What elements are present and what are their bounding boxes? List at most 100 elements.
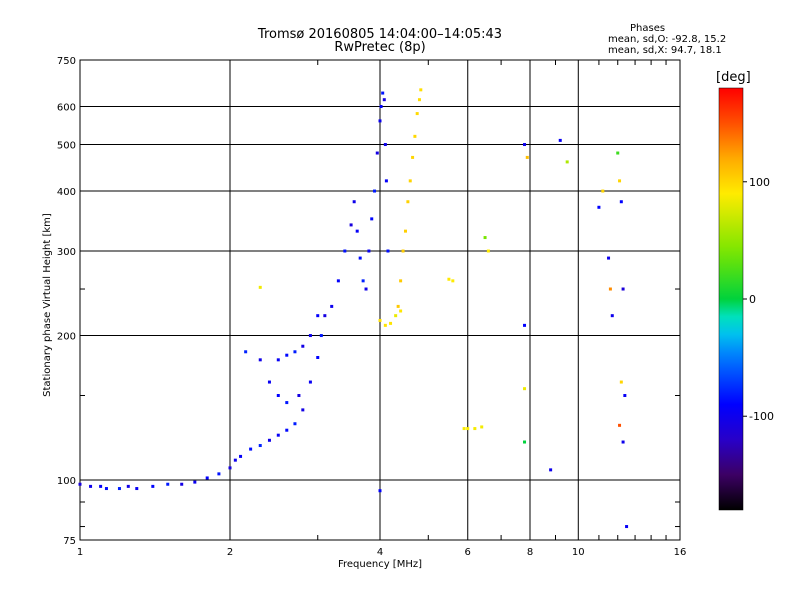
data-point <box>258 358 262 362</box>
data-point <box>396 304 400 308</box>
data-point <box>276 358 280 362</box>
data-point <box>104 487 108 491</box>
data-point <box>483 236 487 240</box>
data-point <box>618 423 622 427</box>
data-point <box>382 98 386 102</box>
data-point <box>361 279 365 283</box>
legend-title: Phases <box>630 23 666 34</box>
data-point <box>623 394 627 398</box>
data-point <box>364 287 368 291</box>
data-point <box>473 427 477 431</box>
x-tick-label: 2 <box>227 547 233 558</box>
data-point <box>126 484 130 488</box>
data-point <box>349 223 353 227</box>
y-tick-label: 200 <box>57 332 76 343</box>
data-point <box>386 249 390 253</box>
data-point <box>408 179 412 183</box>
data-point <box>466 427 470 431</box>
data-point <box>621 287 625 291</box>
data-point <box>117 487 121 491</box>
data-point <box>319 334 323 338</box>
data-point <box>383 323 387 327</box>
y-tick-label: 600 <box>57 103 76 114</box>
data-point <box>610 314 614 318</box>
x-tick-label: 6 <box>465 547 471 558</box>
data-point <box>523 387 527 391</box>
x-tick-label: 16 <box>674 547 687 558</box>
data-point <box>166 482 170 486</box>
data-point <box>249 447 253 451</box>
y-tick-label: 100 <box>57 476 76 487</box>
legend-o-stats: mean, sd,O: -92.8, 15.2 <box>608 34 727 45</box>
x-tick-label: 4 <box>377 547 383 558</box>
data-point <box>228 466 232 470</box>
y-tick-label: 500 <box>57 141 76 152</box>
data-point <box>205 476 209 480</box>
x-tick-label: 1 <box>77 547 83 558</box>
data-point <box>151 484 155 488</box>
data-point <box>373 189 377 193</box>
data-point <box>525 155 529 159</box>
data-point <box>447 277 451 281</box>
data-point <box>267 438 271 442</box>
data-point <box>239 454 243 458</box>
data-point <box>383 143 387 147</box>
data-point <box>293 350 297 354</box>
x-tick-label: 10 <box>572 547 585 558</box>
series-2 <box>258 88 527 431</box>
data-point <box>352 200 356 204</box>
data-point <box>367 249 371 253</box>
x-axis-label: Frequency [MHz] <box>337 559 423 570</box>
data-point <box>217 472 221 476</box>
data-point <box>308 380 312 384</box>
data-point <box>180 482 184 486</box>
data-point <box>323 314 327 318</box>
data-point <box>301 344 305 348</box>
data-point <box>411 155 415 159</box>
colorbar-tick-label: -100 <box>749 410 774 423</box>
y-tick-label: 400 <box>57 187 76 198</box>
colorbar-tick-label: 0 <box>749 293 756 306</box>
data-point <box>285 401 289 405</box>
data-point <box>293 422 297 426</box>
data-point <box>78 482 82 486</box>
data-point <box>486 249 490 253</box>
data-point <box>616 151 620 155</box>
data-point <box>378 318 382 322</box>
data-point <box>233 458 237 462</box>
data-point <box>394 314 398 318</box>
x-tick-label: 8 <box>527 547 533 558</box>
data-point <box>276 433 280 437</box>
data-point <box>99 484 103 488</box>
y-axis-label: Stationary phase Virtual Height [km] <box>42 213 53 397</box>
data-point <box>523 143 527 147</box>
y-tick-label: 75 <box>63 536 76 547</box>
data-point <box>378 489 382 493</box>
data-point <box>619 200 623 204</box>
chart-subtitle: RwPretec (8p) <box>334 40 426 55</box>
data-point <box>379 105 383 109</box>
data-point <box>401 249 405 253</box>
data-point <box>258 444 262 448</box>
data-point <box>330 304 334 308</box>
data-point <box>565 160 569 164</box>
data-point <box>462 427 466 431</box>
data-point <box>135 487 139 491</box>
data-point <box>451 279 455 283</box>
data-point <box>370 217 374 221</box>
y-tick-label: 300 <box>57 247 76 258</box>
data-point <box>316 355 320 359</box>
data-point <box>301 408 305 412</box>
data-point <box>336 279 340 283</box>
data-point <box>403 229 407 233</box>
data-point <box>549 468 553 472</box>
data-point <box>406 200 410 204</box>
data-point <box>285 428 289 432</box>
data-point <box>244 350 248 354</box>
data-point <box>399 279 403 283</box>
data-point <box>276 394 280 398</box>
data-point <box>607 256 611 260</box>
data-point <box>285 353 289 357</box>
data-point <box>375 151 379 155</box>
